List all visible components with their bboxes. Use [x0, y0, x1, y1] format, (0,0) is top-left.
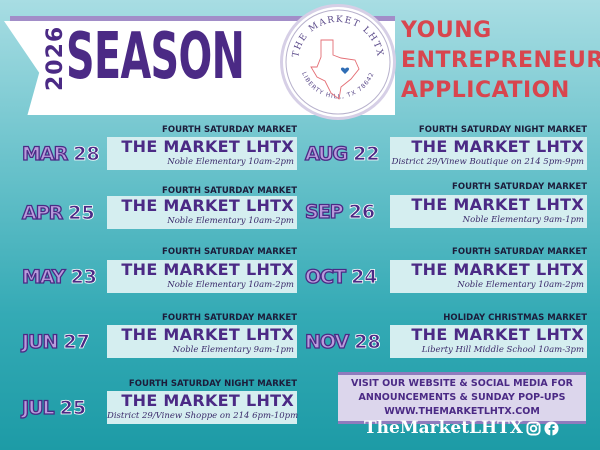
info-box: VISIT OUR WEBSITE & SOCIAL MEDIA FOR ANN…: [338, 372, 586, 424]
info-line: ANNOUNCEMENTS & SUNDAY POP-UPS: [358, 392, 566, 403]
event-venue: Noble Elementary 9am-1pm: [172, 345, 294, 355]
event-type: HOLIDAY CHRISTMAS MARKET: [443, 313, 587, 323]
event-month: OCT: [304, 265, 346, 288]
title-line-entrepreneur: ENTREPRENEUR: [401, 48, 600, 73]
event-venue: Noble Elementary 10am-2pm: [457, 280, 584, 290]
banner-accent-line: [10, 16, 395, 21]
season-title: SEASON: [66, 20, 245, 94]
event-venue: Noble Elementary 10am-2pm: [167, 280, 294, 290]
event-date: APR 25: [21, 201, 95, 225]
event-name: THE MARKET LHTX: [411, 137, 584, 156]
svg-text:LIBERTY HILL, TX 78642: LIBERTY HILL, TX 78642: [300, 71, 376, 100]
event-date: OCT 24: [304, 265, 378, 289]
event-day: 25: [59, 397, 87, 420]
event-card: THE MARKET LHTX District 29/Vinew Shoppe…: [107, 391, 299, 424]
event-month: JUN: [21, 330, 59, 353]
event-day: 26: [348, 201, 376, 224]
title-line-application: APPLICATION: [401, 78, 570, 103]
market-logo: THE MARKET LHTX LIBERTY HILL, TX 78642: [280, 4, 396, 120]
event-venue: Noble Elementary 9am-1pm: [462, 215, 584, 225]
texas-seal-icon: THE MARKET LHTX LIBERTY HILL, TX 78642: [285, 9, 391, 115]
event-date: NOV 28: [304, 330, 381, 354]
event-type: FOURTH SATURDAY MARKET: [162, 125, 297, 135]
event-card: THE MARKET LHTX Noble Elementary 10am-2p…: [390, 260, 587, 293]
event-type: FOURTH SATURDAY NIGHT MARKET: [128, 379, 297, 389]
event-name: THE MARKET LHTX: [121, 260, 294, 279]
event-date: SEP 26: [304, 200, 376, 224]
website-link[interactable]: WWW.THEMARKETLHTX.COM: [384, 406, 540, 417]
event-name: THE MARKET LHTX: [411, 195, 584, 214]
event-venue: District 29/Vinew Boutique on 214 5pm-9p…: [391, 157, 584, 167]
event-month: MAY: [21, 265, 66, 288]
event-venue: Noble Elementary 10am-2pm: [167, 157, 294, 167]
event-day: 27: [63, 331, 90, 354]
event-venue: Liberty Hill Middle School 10am-3pm: [421, 345, 584, 355]
event-type: FOURTH SATURDAY MARKET: [162, 247, 297, 257]
event-card: THE MARKET LHTX Noble Elementary 9am-1pm: [390, 195, 587, 228]
event-month: NOV: [304, 330, 350, 353]
social-handle-row: TheMarketLHTX: [364, 418, 559, 438]
event-month: SEP: [304, 200, 344, 223]
event-venue: Noble Elementary 10am-2pm: [167, 216, 294, 226]
event-date: AUG 22: [304, 142, 380, 166]
event-card: THE MARKET LHTX Liberty Hill Middle Scho…: [390, 325, 587, 358]
event-type: FOURTH SATURDAY MARKET: [452, 182, 587, 192]
event-name: THE MARKET LHTX: [121, 137, 294, 156]
event-type: FOURTH SATURDAY MARKET: [162, 313, 297, 323]
event-card: THE MARKET LHTX Noble Elementary 10am-2p…: [107, 196, 297, 229]
event-type: FOURTH SATURDAY MARKET: [452, 247, 587, 257]
event-venue: District 29/Vinew Shoppe on 214 6pm-10pm: [107, 411, 299, 421]
event-day: 28: [354, 331, 381, 354]
event-day: 24: [351, 266, 378, 289]
event-day: 25: [68, 202, 95, 225]
event-day: 23: [70, 266, 98, 289]
event-card: THE MARKET LHTX Noble Elementary 10am-2p…: [107, 137, 297, 170]
event-month: AUG: [304, 142, 348, 165]
event-name: THE MARKET LHTX: [121, 391, 294, 410]
event-date: JUL 25: [21, 396, 87, 420]
event-month: APR: [21, 201, 64, 224]
title-line-young: YOUNG: [401, 18, 492, 43]
event-day: 22: [353, 143, 380, 166]
facebook-icon[interactable]: [544, 420, 559, 436]
event-type: FOURTH SATURDAY NIGHT MARKET: [418, 125, 587, 135]
event-month: JUL: [21, 396, 55, 419]
event-card: THE MARKET LHTX Noble Elementary 9am-1pm: [107, 325, 297, 358]
event-day: 28: [73, 143, 100, 166]
info-line: VISIT OUR WEBSITE & SOCIAL MEDIA FOR: [351, 378, 573, 389]
event-month: MAR: [21, 142, 69, 165]
event-type: FOURTH SATURDAY MARKET: [162, 186, 297, 196]
event-name: THE MARKET LHTX: [411, 325, 584, 344]
event-card: THE MARKET LHTX District 29/Vinew Boutiq…: [390, 137, 587, 170]
event-date: MAY 23: [21, 265, 98, 289]
event-card: THE MARKET LHTX Noble Elementary 10am-2p…: [107, 260, 297, 293]
instagram-icon[interactable]: [526, 420, 541, 436]
event-name: THE MARKET LHTX: [411, 260, 584, 279]
event-date: MAR 28: [21, 142, 100, 166]
event-name: THE MARKET LHTX: [121, 196, 294, 215]
social-handle: TheMarketLHTX: [364, 418, 523, 438]
season-year: 2026: [43, 25, 68, 91]
event-name: THE MARKET LHTX: [121, 325, 294, 344]
event-date: JUN 27: [21, 330, 90, 354]
